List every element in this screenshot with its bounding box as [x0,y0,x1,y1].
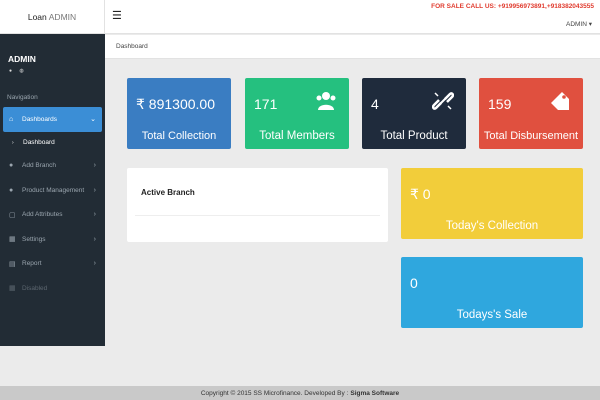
home-icon: ⌂ [9,115,14,123]
brand-name: Loan [27,12,47,22]
card-label: Total Collection [141,130,217,142]
sidebar-menu: ⌂ Dashboards ⌄ › Dashboard ● Add Branch … [3,107,102,301]
breadcrumb: Dashboard [105,35,600,59]
sidebar-item-label: Disabled [22,284,48,292]
footer: Copyright © 2015 SS Microfinance. Develo… [0,386,600,400]
brand-logo[interactable]: Loan ADMIN [0,0,105,34]
breadcrumb-current: Dashboard [116,43,148,50]
chevron-right-icon: › [93,260,96,268]
users-icon [315,90,337,118]
chevron-down-icon: ⌄ [90,116,96,124]
card-value: 0 [410,275,418,291]
divider [135,215,380,216]
card-value: 159 [488,96,512,112]
sidebar-item-add-branch[interactable]: ● Add Branch › [3,154,102,179]
card-value: 171 [254,96,278,112]
sale-contact-text: FOR SALE CALL US: +919956973891,+9183820… [431,3,594,10]
table-icon: ▦ [9,236,16,244]
user-icon: ● [9,186,14,194]
total-collection-card[interactable]: ₹ 891300.00 Total Collection [127,78,231,149]
sidebar-item-label: Report [22,260,42,268]
chevron-right-icon: › [93,186,96,194]
sidebar-item-add-attributes[interactable]: ▢ Add Attributes › [3,203,102,228]
sidebar-item-settings[interactable]: ▦ Settings › [3,227,102,252]
sidebar-item-label: Settings [22,235,46,243]
admin-dropdown[interactable]: ADMIN ▾ [565,21,592,28]
total-disbursement-card[interactable]: 159 Total Disbursement [479,78,583,149]
card-value: 4 [371,96,379,112]
sidebar-user-name: ADMIN [8,54,36,64]
footer-developer: Sigma Software [350,389,400,397]
grid-icon: ▦ [9,285,16,293]
card-label: Total Product [380,130,448,142]
active-branch-panel: Active Branch [127,168,388,242]
chart-icon: ▤ [9,260,16,268]
chevron-right-icon: › [93,162,96,170]
chevron-right-icon: › [93,235,96,243]
card-label: Total Members [259,130,335,142]
hamburger-menu-icon[interactable]: ☰ [112,10,122,22]
bullet-icon: › [12,139,14,146]
sidebar-item-label: Add Attributes [22,211,63,219]
todays-collection-card[interactable]: ₹ 0 Today's Collection [401,168,583,239]
chevron-right-icon: › [93,211,96,219]
total-product-card[interactable]: 4 Total Product [362,78,466,149]
sidebar-item-report[interactable]: ▤ Report › [3,252,102,277]
sidebar-item-product-management[interactable]: ● Product Management › [3,178,102,203]
top-navbar: Loan ADMIN ☰ FOR SALE CALL US: +91995697… [0,0,600,34]
user-status-icons: ● ◍ [9,68,27,74]
edit-icon: ▢ [9,211,16,219]
card-value: ₹ 0 [410,186,431,202]
footer-copyright: Copyright © 2015 SS Microfinance. Develo… [200,389,349,397]
sidebar-item-dashboard[interactable]: › Dashboard [3,132,102,154]
card-label: Today's Collection [445,220,539,232]
todays-sale-card[interactable]: 0 Todays's Sale [401,257,583,328]
sidebar-item-label: Dashboards [22,115,58,123]
sidebar-item-label: Product Management [22,186,85,194]
navigation-heading: Navigation [7,94,38,101]
panel-title: Active Branch [141,188,195,197]
brand-suffix: ADMIN [48,12,77,22]
sidebar: ADMIN ● ◍ Navigation ⌂ Dashboards ⌄ › Da… [0,34,105,346]
card-label: Todays's Sale [456,309,528,321]
card-label: Total Disbursement [483,130,579,142]
sidebar-item-label: Add Branch [22,162,56,170]
chain-link-icon [431,90,455,118]
tag-icon [549,90,571,118]
user-icon: ● [9,162,14,170]
card-value: ₹ 891300.00 [136,96,215,112]
sidebar-item-label: Dashboard [23,139,55,146]
sidebar-item-dashboards[interactable]: ⌂ Dashboards ⌄ [3,107,102,132]
total-members-card[interactable]: 171 Total Members [245,78,349,149]
sidebar-item-disabled: ▦ Disabled [3,276,102,301]
